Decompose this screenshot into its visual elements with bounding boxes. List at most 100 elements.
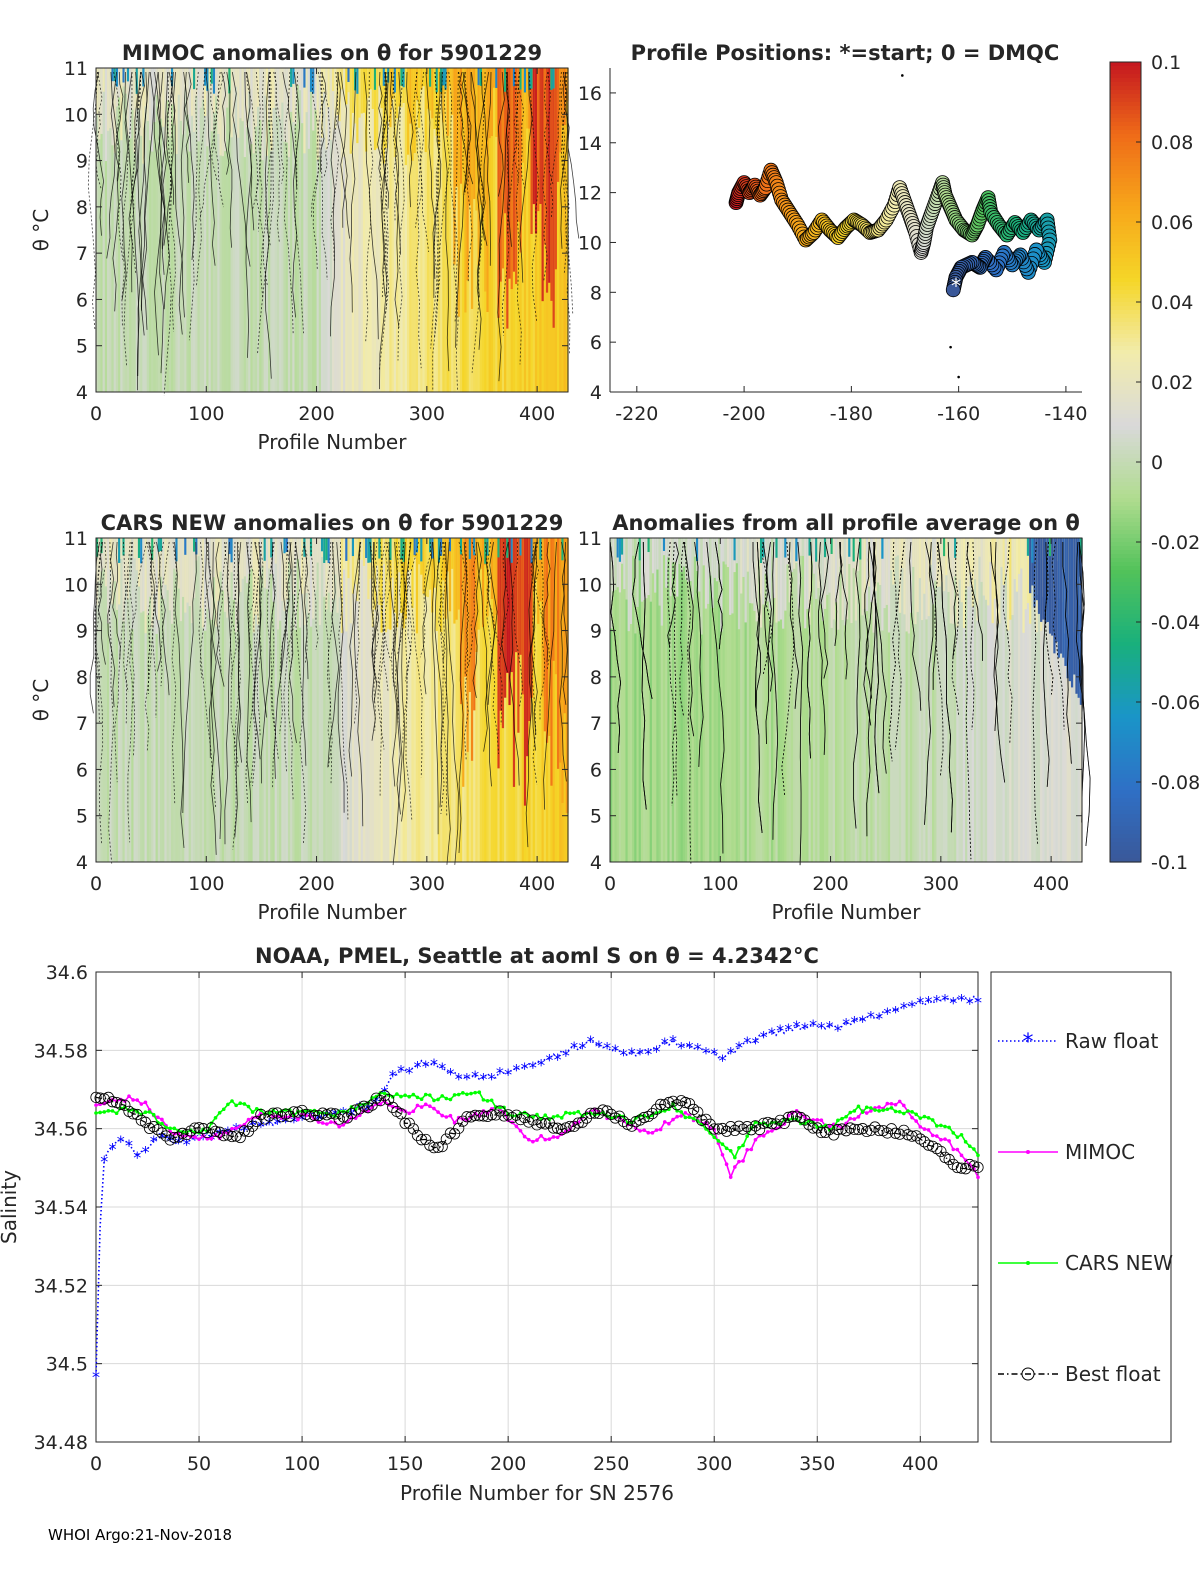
cars-cell-column xyxy=(182,538,185,862)
allprof-contour-line xyxy=(761,541,773,676)
mimoc-cell-upper xyxy=(307,68,311,149)
raw-float-marker: * xyxy=(273,1114,281,1133)
cars-cell-column xyxy=(188,538,192,862)
best-float-marker xyxy=(766,1118,778,1130)
cars-cell-column xyxy=(290,538,293,862)
cars-cell-column xyxy=(455,538,459,862)
mimoc-contour-line xyxy=(260,71,273,297)
cars-cell-upper xyxy=(329,538,333,612)
allprof-cell-upper xyxy=(782,538,785,629)
cars-cell-column xyxy=(208,538,212,862)
mimoc-cell-upper xyxy=(290,68,293,112)
allprof-cell-column xyxy=(967,538,971,862)
mimoc-cell-upper xyxy=(329,68,333,140)
mimoc-cell-upper xyxy=(232,68,236,124)
best-float-marker xyxy=(535,1117,547,1129)
best-float-marker xyxy=(782,1111,795,1124)
allprof-cell-column xyxy=(726,538,730,862)
allprof-y-tick-label: 10 xyxy=(578,574,602,596)
allprof-cell-upper xyxy=(850,538,854,624)
allprof-cell-cold xyxy=(1046,538,1050,623)
series-point xyxy=(889,1106,894,1110)
allprof-cell-upper xyxy=(863,538,867,609)
cars-cell-upper xyxy=(479,538,483,569)
mimoc-cell-column xyxy=(146,68,150,392)
mimoc-contour-line xyxy=(115,71,124,182)
mimoc-cell-upper xyxy=(144,68,148,107)
colorbar-segment xyxy=(1110,646,1141,651)
best-float-marker xyxy=(745,1124,757,1136)
allprof-cell-column xyxy=(737,538,741,862)
cars-cell-column xyxy=(303,538,307,862)
colorbar-segment xyxy=(1110,214,1141,219)
allprof-cell-column xyxy=(711,538,715,862)
colorbar-segment xyxy=(1110,798,1141,803)
allprof-cell-column xyxy=(1051,538,1054,862)
cars-cell-upper xyxy=(285,538,289,600)
mimoc-cell-upper xyxy=(283,68,287,142)
mimoc-cell-column xyxy=(151,68,154,392)
cars-contour-line xyxy=(234,541,240,838)
mimoc-cell-upper xyxy=(250,68,254,145)
cars-cell-edge xyxy=(367,538,371,563)
cars-cell-upper xyxy=(418,538,421,565)
best-float-marker xyxy=(288,1106,300,1118)
series-point xyxy=(877,1109,881,1113)
allprof-cell-column xyxy=(830,538,834,862)
series-point xyxy=(395,1092,399,1096)
mimoc-cell-column xyxy=(424,68,428,392)
mimoc-cell-hot xyxy=(455,68,459,187)
mimoc-cell-column xyxy=(517,68,521,392)
cars-contour-line xyxy=(484,541,499,754)
allprof-cell-column xyxy=(951,538,955,862)
colorbar-segment xyxy=(1110,546,1141,551)
mimoc-cell-column xyxy=(435,68,439,392)
mimoc-contour-line xyxy=(481,71,491,266)
cars-cell-edge xyxy=(270,538,274,558)
mimoc-cell-hot xyxy=(534,68,538,234)
mimoc-cell-upper xyxy=(182,68,185,135)
mimoc-contour-line xyxy=(340,71,350,239)
colorbar-segment xyxy=(1110,830,1141,835)
mimoc-cell-upper xyxy=(345,68,349,105)
cars-cell-upper xyxy=(486,538,490,617)
allprof-cell-upper xyxy=(1026,538,1030,604)
colorbar-segment xyxy=(1110,294,1141,299)
raw-float-marker: * xyxy=(562,1046,570,1065)
allprof-cell-upper xyxy=(726,538,730,568)
mimoc-cell-column xyxy=(201,68,205,392)
allprof-cell-column xyxy=(938,538,942,862)
colorbar-segment xyxy=(1110,366,1141,371)
cars-cell-column xyxy=(164,538,168,862)
positions-y-tick-label: 16 xyxy=(578,83,602,105)
colorbar-segment xyxy=(1110,218,1141,223)
raw-float-marker: * xyxy=(735,1038,743,1057)
cars-contour-line xyxy=(372,542,378,703)
mimoc-cell-upper xyxy=(380,68,384,109)
mimoc-cell-column xyxy=(504,68,507,392)
series-point xyxy=(856,1115,861,1119)
allprof-cell-edge xyxy=(795,538,799,562)
series-point xyxy=(766,1130,770,1134)
colorbar-segment xyxy=(1110,434,1141,439)
allprof-cell-upper xyxy=(753,538,757,611)
allprof-cell-column xyxy=(923,538,927,862)
cars-cell-column xyxy=(552,538,556,862)
colorbar-tick-label: -0.04 xyxy=(1151,612,1200,634)
allprof-cell-upper xyxy=(932,538,935,605)
cars-cell-upper xyxy=(109,538,113,570)
allprof-y-tick-label: 4 xyxy=(590,852,602,874)
cars-cell-upper xyxy=(347,538,351,579)
colorbar-segment xyxy=(1110,850,1141,855)
cars-cell-column xyxy=(243,538,247,862)
best-float-marker xyxy=(564,1120,576,1133)
cars-cell-hot xyxy=(459,538,463,705)
allprof-cell-column xyxy=(989,538,993,862)
mimoc-contour-line xyxy=(264,71,272,379)
colorbar-segment xyxy=(1110,258,1141,263)
cars-cell-upper xyxy=(325,538,329,610)
cars-cell-upper xyxy=(477,538,481,630)
cars-contour-line xyxy=(205,541,217,855)
cars-cell-hot xyxy=(545,538,549,743)
allprof-cell-upper xyxy=(649,538,653,602)
